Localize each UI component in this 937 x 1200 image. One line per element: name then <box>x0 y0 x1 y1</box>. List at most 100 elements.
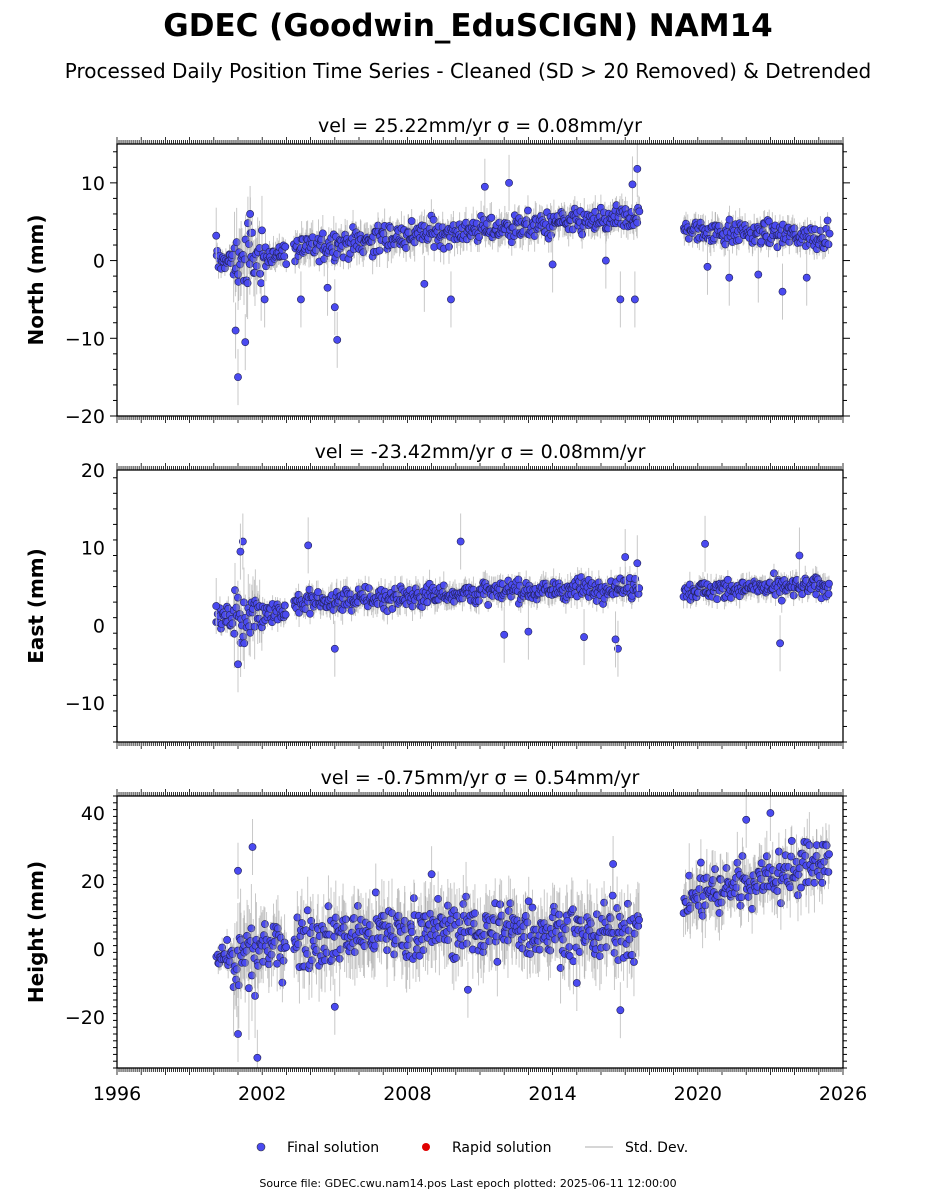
data-point-outlier <box>500 630 509 639</box>
data-point-outlier <box>725 273 734 282</box>
figure-subtitle: Processed Daily Position Time Series - C… <box>65 59 871 83</box>
data-point <box>318 229 327 238</box>
panel-north: vel = 25.22mm/yr σ = 0.08mm/yr North (mm)… <box>24 115 850 428</box>
data-point-outlier <box>212 602 221 610</box>
data-point-outlier <box>236 547 245 556</box>
data-point-outlier <box>304 541 313 550</box>
data-point <box>504 906 513 915</box>
data-point <box>341 915 350 924</box>
data-point <box>306 609 314 618</box>
data-point-outlier <box>628 180 637 189</box>
data-point <box>250 622 259 631</box>
y-axis-label-east: East (mm) <box>24 548 48 664</box>
data-point <box>245 984 253 993</box>
data-point-outlier <box>601 256 610 265</box>
y-tick-label: 10 <box>81 538 105 560</box>
data-point-outlier <box>548 260 557 269</box>
plot-area-east <box>212 513 833 693</box>
data-point-outlier <box>480 182 489 191</box>
data-point <box>528 903 537 912</box>
data-point-outlier <box>234 660 242 669</box>
data-point <box>280 252 289 261</box>
data-point-outlier <box>333 335 342 344</box>
data-point-outlier <box>234 373 242 382</box>
panel-title-east: vel = -23.42mm/yr σ = 0.08mm/yr <box>315 441 646 463</box>
data-point-outlier <box>754 270 763 279</box>
data-point <box>635 584 644 593</box>
data-point-outlier <box>297 295 305 304</box>
data-point-outlier <box>802 273 811 282</box>
data-point <box>282 260 291 269</box>
panel-height: vel = -0.75mm/yr σ = 0.54mm/yr Height (mm… <box>24 767 867 1105</box>
data-point-outlier <box>633 164 642 173</box>
data-point <box>228 619 237 628</box>
data-point-outlier <box>580 633 588 641</box>
data-point <box>824 240 833 249</box>
plot-area-height <box>212 796 833 1068</box>
data-point <box>390 950 399 959</box>
data-point <box>281 242 290 251</box>
data-point-outlier <box>447 295 455 304</box>
data-point <box>223 936 231 944</box>
data-point <box>773 243 782 252</box>
data-point <box>524 897 533 906</box>
data-point <box>257 279 266 287</box>
data-point-outlier <box>616 295 625 304</box>
data-point-outlier <box>330 644 339 653</box>
data-point <box>282 943 291 952</box>
data-point-outlier <box>776 639 784 648</box>
data-point-outlier <box>505 178 513 187</box>
data-point <box>777 596 786 605</box>
data-point-outlier <box>524 627 533 636</box>
y-tick-label: 0 <box>93 251 105 273</box>
data-point-outlier <box>212 231 221 240</box>
data-point <box>233 593 242 602</box>
data-point <box>524 206 532 215</box>
data-point <box>825 579 833 588</box>
data-point <box>578 230 587 239</box>
data-point <box>281 610 290 619</box>
data-point <box>520 933 529 941</box>
data-point <box>388 605 397 613</box>
panel-title-north: vel = 25.22mm/yr σ = 0.08mm/yr <box>318 115 642 137</box>
data-point <box>409 894 418 903</box>
data-point-outlier <box>630 295 639 304</box>
data-point <box>278 978 287 987</box>
data-point <box>445 242 453 251</box>
y-tick-label: −20 <box>65 406 105 428</box>
data-point <box>429 215 438 224</box>
data-point <box>383 946 391 955</box>
data-point-outlier <box>703 262 712 271</box>
figure-title: GDEC (Goodwin_EduSCIGN) NAM14 <box>163 8 772 44</box>
data-point-outlier <box>456 537 465 546</box>
y-axis-label-north: North (mm) <box>24 214 48 345</box>
data-point-outlier <box>633 559 642 568</box>
y-tick-label: 0 <box>93 615 105 637</box>
data-point <box>734 236 743 244</box>
data-point <box>258 226 266 235</box>
data-point <box>256 269 265 278</box>
data-point <box>475 233 484 241</box>
panel-title-height: vel = -0.75mm/yr σ = 0.54mm/yr <box>321 767 640 789</box>
data-point-outlier <box>611 635 620 644</box>
y-tick-label: −10 <box>65 693 105 715</box>
data-point <box>455 918 464 927</box>
data-point-outlier <box>701 539 709 548</box>
data-point-outlier <box>330 303 339 312</box>
data-point <box>354 902 362 910</box>
data-point <box>280 601 289 610</box>
data-point <box>297 919 306 927</box>
data-point-outlier <box>241 338 250 347</box>
data-point-outlier <box>420 279 429 288</box>
data-point-outlier <box>231 326 240 335</box>
data-point-outlier <box>246 210 254 218</box>
panel-east: vel = -23.42mm/yr σ = 0.08mm/yr East (mm)… <box>24 441 847 749</box>
data-point <box>635 207 644 216</box>
plot-area-north <box>212 144 834 406</box>
panels: vel = 25.22mm/yr σ = 0.08mm/yr North (mm)… <box>24 115 867 1105</box>
y-tick-label: 20 <box>81 460 105 482</box>
plot-frame-north <box>116 143 844 417</box>
data-point-outlier <box>323 283 332 292</box>
data-point-outlier <box>795 551 804 560</box>
